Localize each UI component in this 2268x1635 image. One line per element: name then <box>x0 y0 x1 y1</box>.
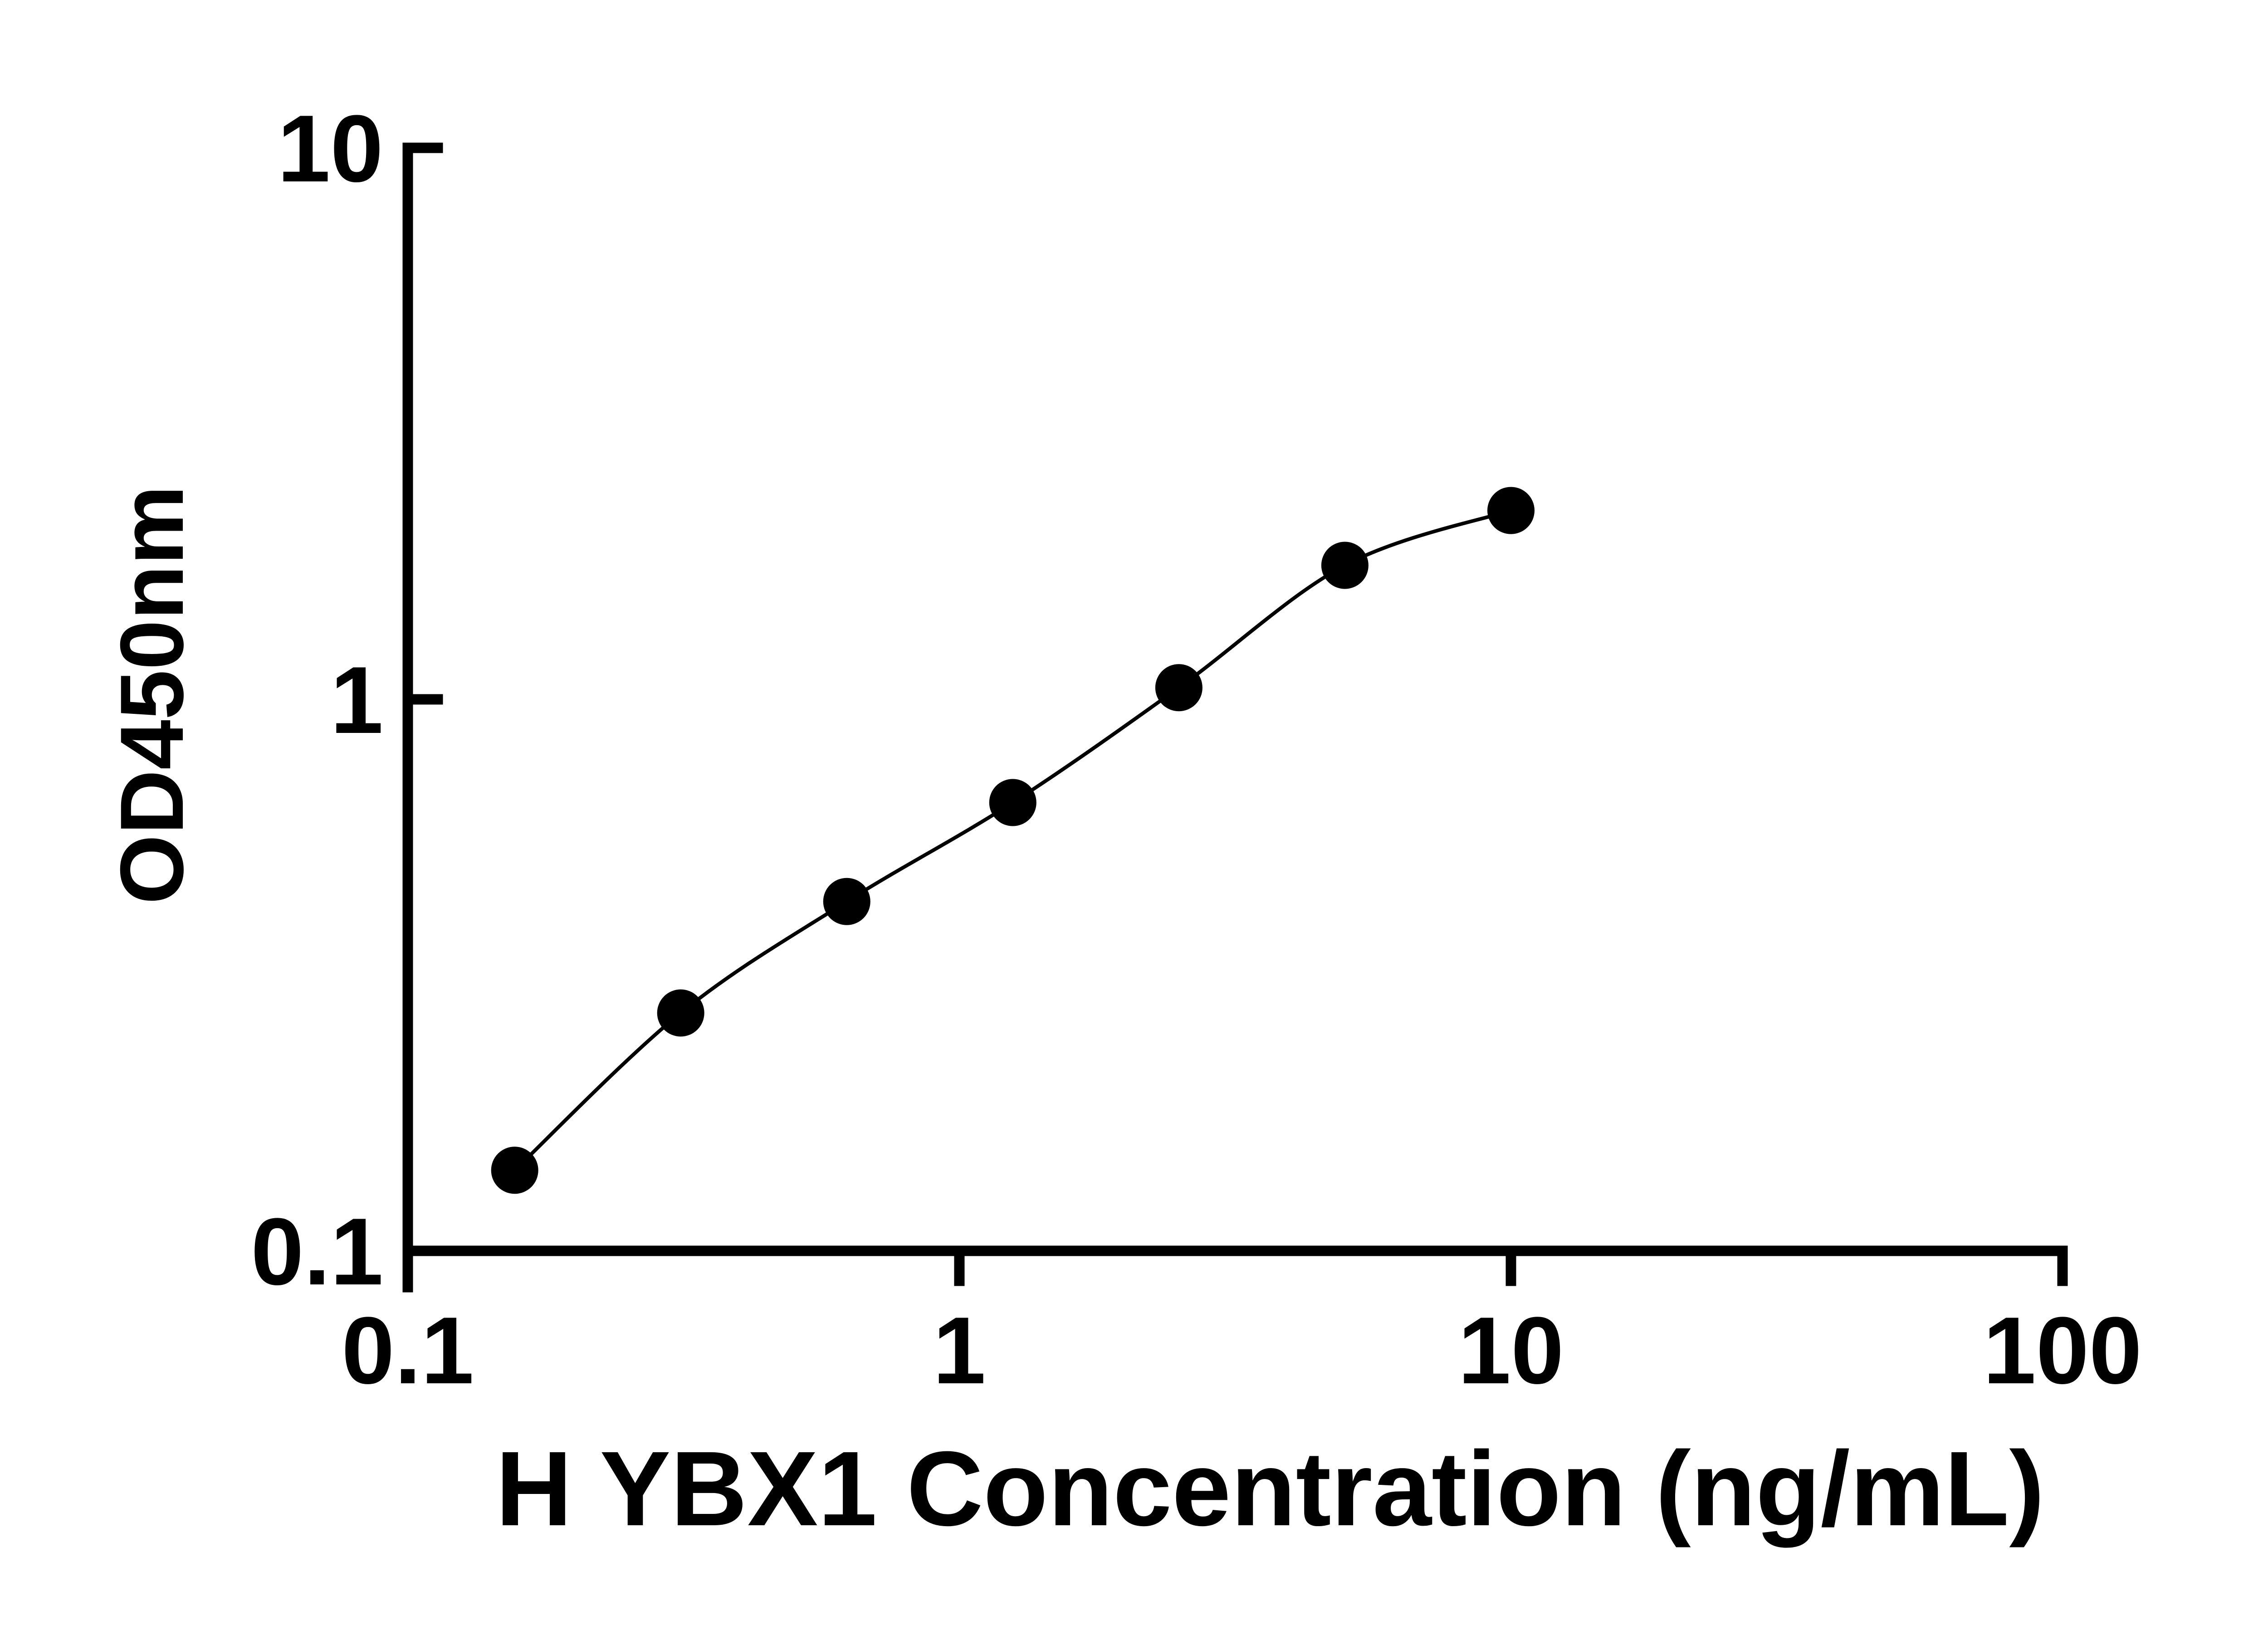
svg-text:10: 10 <box>277 95 383 202</box>
svg-text:100: 100 <box>1983 1297 2142 1404</box>
svg-text:0.1: 0.1 <box>251 1198 383 1305</box>
svg-text:H YBX1 Concentration (ng/mL): H YBX1 Concentration (ng/mL) <box>496 1429 2045 1548</box>
svg-text:1: 1 <box>330 647 383 753</box>
svg-text:0.1: 0.1 <box>342 1297 474 1404</box>
svg-text:1: 1 <box>933 1297 986 1404</box>
svg-text:OD450nm: OD450nm <box>102 485 202 904</box>
svg-text:10: 10 <box>1458 1297 1564 1404</box>
